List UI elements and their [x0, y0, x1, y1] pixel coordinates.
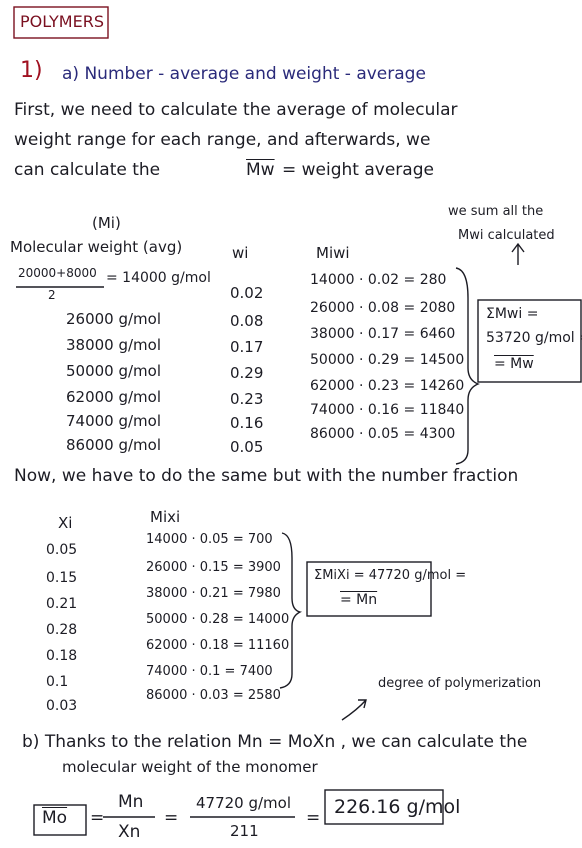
heading: a) Number - average and weight - average [62, 64, 426, 84]
text-line: Now, we have to do the same but with the… [14, 466, 519, 486]
number-fraction: 0.28 [46, 622, 78, 638]
mass-value: 26000 g/mol [66, 310, 162, 328]
weight-fraction: 0.02 [230, 284, 264, 302]
product: 50000 · 0.28 = 14000 [146, 612, 290, 627]
mo-box [33, 804, 87, 836]
product: 38000 · 0.21 = 7980 [146, 586, 281, 601]
weight-fraction: 0.16 [230, 414, 264, 432]
sum-box [477, 299, 582, 383]
number-fraction: 0.18 [46, 648, 78, 664]
weight-fraction: 0.23 [230, 390, 264, 408]
weight-fraction: 0.29 [230, 364, 264, 382]
product: 38000 · 0.17 = 6460 [310, 326, 456, 342]
text-line: First, we need to calculate the average … [14, 100, 458, 120]
note: degree of polymerization [378, 676, 542, 691]
number-fraction: 0.15 [46, 570, 78, 586]
mass-value: 50000 g/mol [66, 362, 162, 380]
box-text: ΣMiXi = 47720 g/mol = [314, 568, 467, 583]
symbol: Mo [42, 808, 68, 828]
title: POLYMERS [20, 12, 104, 31]
mass-value: 62000 g/mol [66, 388, 162, 406]
result-box [324, 789, 444, 825]
number-fraction: 0.21 [46, 596, 78, 612]
mass-value: 74000 g/mol [66, 412, 162, 430]
box-text: = Mn [340, 592, 378, 608]
text-line: molecular weight of the monomer [62, 758, 318, 776]
result: = 14000 g/mol [106, 270, 211, 286]
section-number: 1) [20, 58, 43, 83]
operator: = [90, 808, 105, 828]
column-header: wi [232, 244, 249, 262]
numerator: 20000+8000 [18, 266, 97, 280]
label: (Mi) [92, 214, 121, 232]
product: 14000 · 0.05 = 700 [146, 532, 273, 547]
operator: = [306, 808, 321, 828]
denominator: Xn [118, 822, 141, 842]
brace [279, 532, 303, 689]
arrow [341, 699, 367, 721]
column-header: Molecular weight (avg) [10, 238, 183, 256]
symbol: Mw [246, 160, 275, 180]
product: 86000 · 0.05 = 4300 [310, 426, 456, 442]
product: 50000 · 0.29 = 14500 [310, 352, 465, 368]
column-header: Mixi [150, 508, 181, 526]
text-line: = weight average [282, 160, 434, 180]
note: we sum all the [448, 204, 544, 219]
number-fraction: 0.1 [46, 674, 69, 690]
operator: = [164, 808, 179, 828]
column-header: Xi [58, 514, 73, 532]
product: 26000 · 0.15 = 3900 [146, 560, 281, 575]
number-fraction: 0.05 [46, 542, 78, 558]
text-line: weight range for each range, and afterwa… [14, 130, 431, 150]
product: 86000 · 0.03 = 2580 [146, 688, 281, 703]
sum-box [306, 561, 432, 617]
numerator: Mn [118, 792, 144, 812]
mass-value: 86000 g/mol [66, 436, 162, 454]
box-text: = Mw [494, 356, 534, 372]
denominator: 211 [230, 822, 259, 840]
box-text: ΣMwi = [486, 306, 539, 322]
number-fraction: 0.03 [46, 698, 78, 714]
note: Mwi calculated [458, 228, 555, 243]
product: 62000 · 0.23 = 14260 [310, 378, 465, 394]
mass-value: 38000 g/mol [66, 336, 162, 354]
weight-fraction: 0.17 [230, 338, 264, 356]
weight-fraction: 0.08 [230, 312, 264, 330]
box-text: 53720 g/mol = [486, 330, 582, 346]
title-box [13, 6, 109, 39]
result: 226.16 g/mol [334, 796, 461, 818]
text-line: can calculate the [14, 160, 161, 180]
product: 26000 · 0.08 = 2080 [310, 300, 456, 316]
weight-fraction: 0.05 [230, 438, 264, 456]
product: 14000 · 0.02 = 280 [310, 272, 447, 288]
denominator: 2 [48, 288, 56, 302]
arrow [511, 242, 525, 265]
brace [455, 267, 480, 465]
numerator: 47720 g/mol [196, 794, 292, 812]
product: 74000 · 0.1 = 7400 [146, 664, 273, 679]
product: 74000 · 0.16 = 11840 [310, 402, 465, 418]
text-line: b) Thanks to the relation Mn = MoXn , we… [22, 732, 528, 752]
product: 62000 · 0.18 = 11160 [146, 638, 290, 653]
column-header: Miwi [316, 244, 350, 262]
